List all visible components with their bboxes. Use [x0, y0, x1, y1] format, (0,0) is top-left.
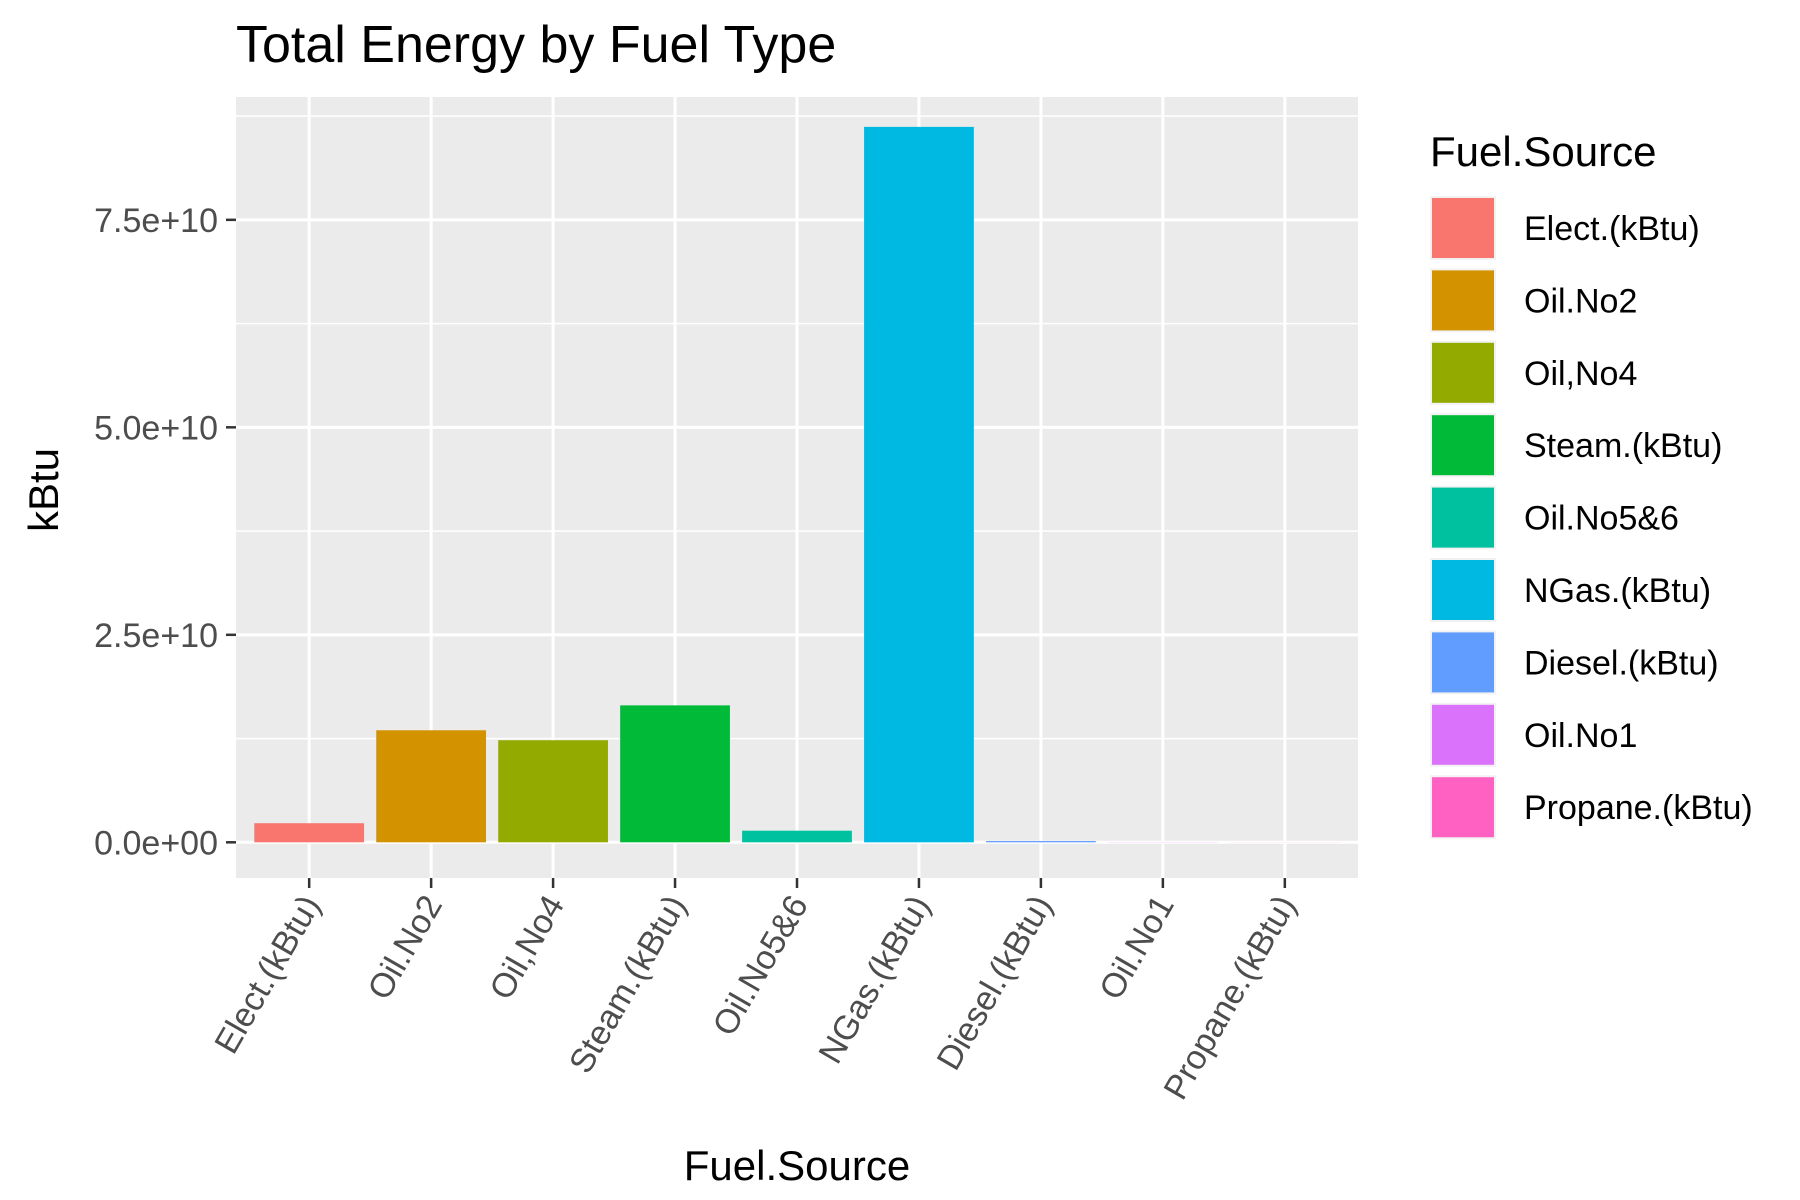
legend-key — [1432, 198, 1494, 258]
y-tick-label: 5.0e+10 — [94, 409, 218, 447]
y-tick-label: 7.5e+10 — [94, 202, 218, 240]
bars — [254, 126, 1340, 843]
x-axis-title: Fuel.Source — [684, 1142, 910, 1189]
bar — [254, 823, 365, 843]
legend-key — [1432, 704, 1494, 765]
legend-title: Fuel.Source — [1430, 128, 1656, 175]
y-tick-label: 0.0e+00 — [94, 824, 218, 862]
legend-key — [1432, 632, 1494, 693]
legend-key — [1432, 777, 1494, 838]
chart-title: Total Energy by Fuel Type — [236, 16, 836, 74]
legend-key — [1432, 270, 1494, 331]
y-tick-label: 2.5e+10 — [94, 617, 218, 655]
bar — [742, 830, 852, 843]
legend-key — [1432, 415, 1494, 476]
bar — [376, 730, 487, 843]
legend-label: Oil.No5&6 — [1524, 500, 1679, 538]
legend-label: Propane.(kBtu) — [1524, 789, 1753, 827]
legend-key — [1432, 342, 1494, 403]
legend-key — [1432, 560, 1494, 620]
legend-label: Oil,No4 — [1524, 355, 1637, 393]
y-axis-title: kBtu — [20, 448, 67, 532]
legend-key — [1432, 487, 1494, 548]
legend-label: Diesel.(kBtu) — [1524, 644, 1719, 682]
legend-label: Elect.(kBtu) — [1524, 210, 1700, 248]
bar — [864, 126, 974, 843]
bar — [986, 841, 1096, 843]
bar — [498, 740, 608, 843]
y-axis: 0.0e+00 2.5e+10 5.0e+10 7.5e+10 — [94, 202, 236, 862]
legend-label: Steam.(kBtu) — [1524, 427, 1722, 465]
legend-label: Oil.No1 — [1524, 717, 1637, 755]
legend-items: Elect.(kBtu) Oil.No2 Oil,No4 Steam.(kBtu) Oi… — [1430, 196, 1753, 840]
legend-label: Oil.No2 — [1524, 282, 1637, 320]
legend: Fuel.Source Elect.(kBtu) Oil.No2 Oil,No4 St… — [1430, 128, 1753, 840]
legend-label: NGas.(kBtu) — [1524, 572, 1711, 610]
bar — [620, 705, 730, 843]
